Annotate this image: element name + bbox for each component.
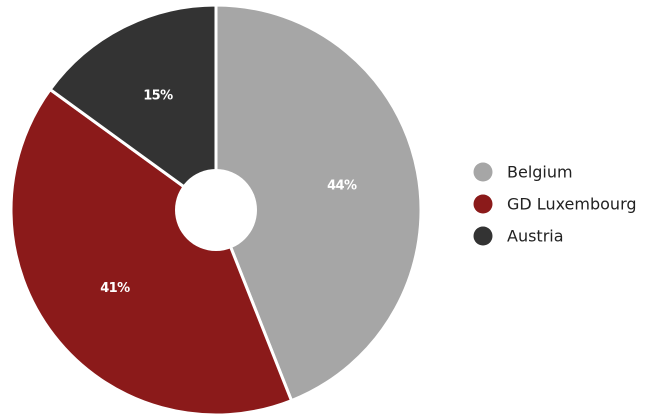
legend-marker: [473, 194, 493, 214]
legend-item-gd-luxembourg[interactable]: GD Luxembourg: [473, 194, 637, 214]
slice-label-austria: 15%: [143, 88, 173, 103]
legend-label: Belgium: [507, 163, 573, 182]
slice-label-belgium: 44%: [327, 179, 357, 194]
legend-item-austria[interactable]: Austria: [473, 226, 564, 246]
pie-slice-austria[interactable]: [48, 3, 218, 212]
slice-labels-group: 44% 41% 15%: [100, 88, 357, 296]
legend-label: GD Luxembourg: [507, 195, 637, 214]
slice-label-gd-luxembourg: 41%: [100, 281, 130, 296]
donut-hole: [175, 169, 257, 251]
legend-item-belgium[interactable]: Belgium: [473, 162, 573, 182]
slices-group: [9, 3, 423, 415]
legend: Belgium GD Luxembourg Austria: [473, 162, 637, 246]
pie-slice-belgium[interactable]: [214, 3, 423, 403]
legend-marker: [473, 226, 493, 246]
legend-label: Austria: [507, 227, 564, 246]
legend-marker: [473, 162, 493, 182]
